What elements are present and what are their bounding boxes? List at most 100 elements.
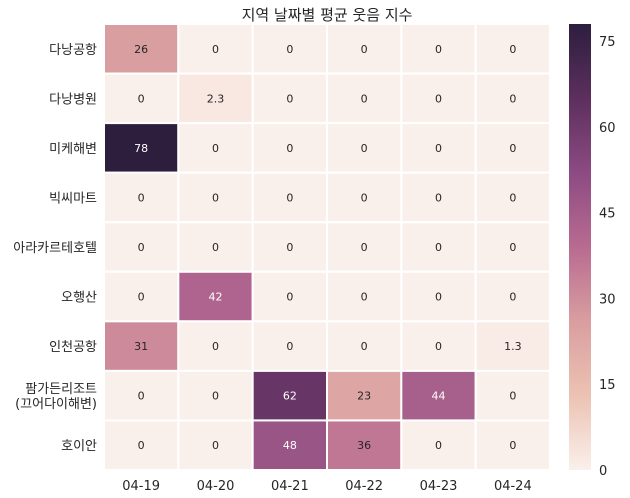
cell-value-label: 26 (134, 43, 148, 56)
cell-value-label: 0 (509, 92, 516, 105)
colorbar-tick-label: 45 (599, 207, 616, 222)
cell-value-label: 0 (138, 291, 145, 304)
colorbar-tick-label: 60 (599, 121, 616, 136)
column-label: 04-21 (271, 479, 309, 494)
heatmap-cell (251, 221, 329, 273)
heatmap-cell (400, 221, 477, 273)
cell-value-label: 0 (286, 142, 293, 155)
heatmap-cell (251, 369, 329, 422)
cell-value-label: 0 (435, 191, 442, 204)
cell-value-label: 0 (509, 390, 516, 403)
row-label: 팜가든리조트 (25, 382, 97, 397)
cell-value-label: 0 (286, 43, 293, 56)
heatmap-cell (474, 320, 551, 372)
cell-value-label: 0 (212, 340, 219, 353)
cell-value-label: 0 (361, 241, 368, 254)
heatmap-cell (177, 72, 254, 125)
cell-value-label: 36 (357, 439, 371, 452)
heatmap-cell (400, 419, 477, 472)
cell-value-label: 0 (435, 340, 442, 353)
heatmap-cell (326, 122, 403, 174)
cell-value-label: 0 (286, 291, 293, 304)
cell-value-label: 0 (286, 92, 293, 105)
cell-value-label: 0 (361, 142, 368, 155)
cell-value-label: 42 (209, 291, 223, 304)
row-label: 빅씨마트 (49, 191, 97, 206)
cell-value-label: 78 (134, 142, 148, 155)
cell-value-label: 0 (286, 191, 293, 204)
cell-value-label: 0 (509, 43, 516, 56)
heatmap-cell (103, 419, 180, 472)
cell-value-label: 2.3 (207, 92, 225, 105)
colorbar-tick-label: 75 (599, 35, 616, 50)
cell-value-label: 0 (361, 92, 368, 105)
heatmap-cell (251, 419, 329, 472)
colorbar-tick-label: 0 (599, 464, 607, 479)
cell-value-label: 0 (138, 439, 145, 452)
row-label: 호이안 (61, 439, 97, 454)
cell-value-label: 0 (361, 191, 368, 204)
cell-value-label: 0 (212, 390, 219, 403)
cell-value-label: 0 (212, 142, 219, 155)
cell-value-label: 44 (432, 390, 446, 403)
heatmap-cell (474, 369, 551, 422)
heatmap-cell (400, 122, 477, 174)
cell-value-label: 0 (138, 390, 145, 403)
cell-value-label: 0 (435, 291, 442, 304)
cell-value-label: 0 (435, 439, 442, 452)
cell-value-label: 0 (138, 92, 145, 105)
row-label: 다낭공항 (49, 43, 97, 58)
cell-value-label: 0 (509, 439, 516, 452)
column-label: 04-22 (345, 479, 383, 494)
heatmap-cell (103, 270, 180, 323)
cell-value-label: 0 (286, 241, 293, 254)
cell-value-label: 0 (212, 191, 219, 204)
heatmap-cell (474, 72, 551, 125)
heatmap-cell (474, 270, 551, 323)
heatmap-cell (103, 320, 180, 372)
heatmap-cell (103, 23, 180, 75)
cell-value-label: 0 (435, 241, 442, 254)
colorbar: 0 15 30 45 60 75 (569, 24, 616, 479)
row-label: 인천공항 (49, 340, 97, 355)
heatmap-cells: 26 0 0 0 0 0 0 2.3 0 0 0 0 78 0 0 0 0 0 0 0 0 0 0 0 0 0 0 0 0 0 0 42 0 0 0… (103, 23, 551, 472)
column-label: 04-23 (420, 479, 458, 494)
row-label: 미케해변 (49, 142, 97, 157)
heatmap-cell (474, 23, 551, 75)
cell-value-label: 31 (134, 340, 148, 353)
cell-value-label: 0 (212, 241, 219, 254)
colorbar-tick-label: 15 (599, 378, 616, 393)
cell-value-label: 0 (286, 340, 293, 353)
cell-value-label: 23 (357, 390, 371, 403)
heatmap-cell (177, 419, 254, 472)
cell-value-label: 0 (435, 142, 442, 155)
heatmap-cell (474, 122, 551, 174)
heatmap-cell (400, 369, 477, 422)
heatmap-cell (474, 221, 551, 273)
heatmap-cell (326, 171, 403, 224)
column-label: 04-24 (494, 479, 532, 494)
colorbar-tick-label: 30 (599, 292, 616, 307)
cell-value-label: 0 (509, 241, 516, 254)
row-label: 아라카르테호텔 (13, 241, 97, 256)
heatmap-cell (103, 171, 180, 224)
row-label: 다낭병원 (49, 92, 97, 107)
cell-value-label: 0 (212, 43, 219, 56)
heatmap-cell (400, 171, 477, 224)
cell-value-label: 0 (509, 142, 516, 155)
column-label: 04-20 (197, 479, 235, 494)
column-label: 04-19 (122, 479, 160, 494)
heatmap-cell (251, 171, 329, 224)
cell-value-label: 62 (283, 390, 297, 403)
cell-value-label: 0 (435, 43, 442, 56)
heatmap-cell (474, 171, 551, 224)
heatmap-cell (474, 419, 551, 472)
cell-value-label: 0 (361, 43, 368, 56)
cell-value-label: 0 (212, 439, 219, 452)
heatmap-cell (177, 171, 254, 224)
heatmap-axis-labels: 다낭공항다낭병원미케해변빅씨마트아라카르테호텔오행산인천공항팜가든리조트(끄어다… (13, 43, 531, 494)
cell-value-label: 0 (509, 191, 516, 204)
cell-value-label: 0 (361, 340, 368, 353)
cell-value-label: 0 (509, 291, 516, 304)
